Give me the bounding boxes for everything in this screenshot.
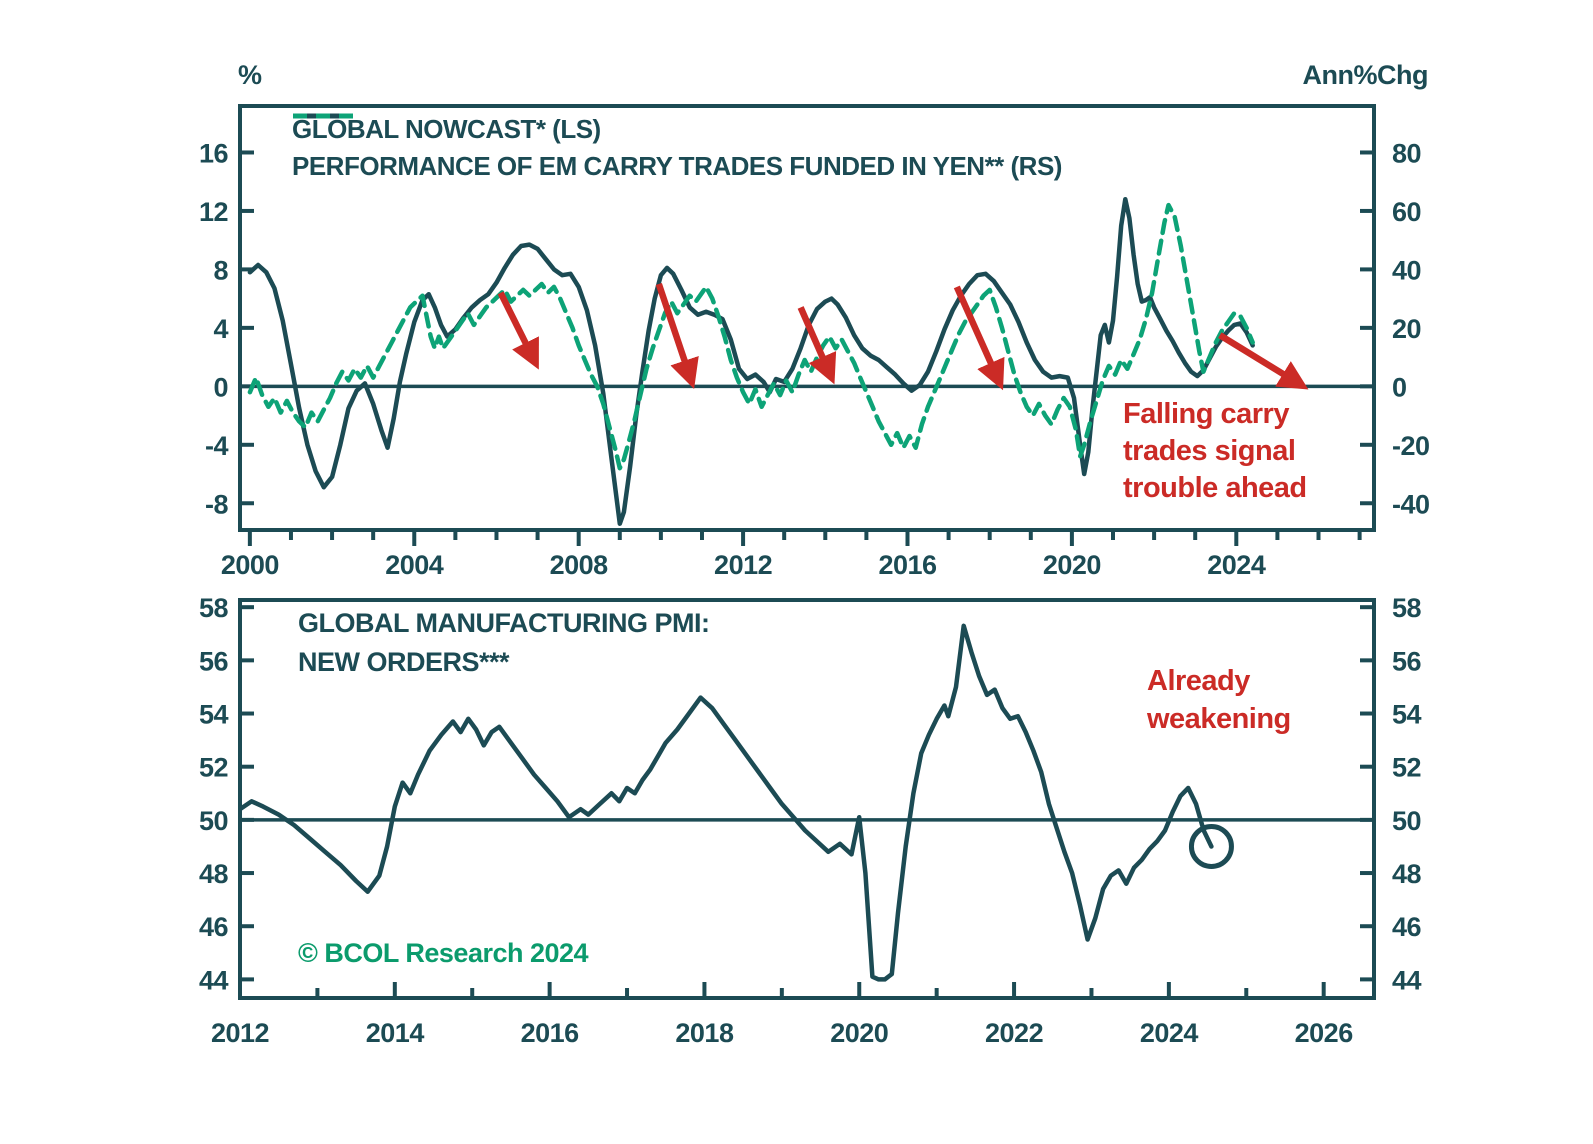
y-axis-tick-label-right: 80 — [1392, 138, 1421, 168]
bottom-chart-title-line: GLOBAL MANUFACTURING PMI: — [298, 608, 710, 638]
y-axis-tick-label-left: 54 — [199, 700, 229, 730]
down-arrow — [953, 285, 1005, 391]
y-axis-tick-label-left: 16 — [199, 138, 229, 168]
y-axis-tick-label-left: 12 — [199, 197, 228, 227]
y-axis-tick-label-right: 44 — [1392, 965, 1422, 995]
x-axis-tick-label: 2018 — [675, 1018, 734, 1048]
y-axis-tick-label-left: 44 — [199, 965, 229, 995]
y-axis-tick-label-left: 58 — [199, 593, 229, 623]
top-left-axis-unit: % — [238, 60, 262, 90]
y-axis-tick-label-left: 0 — [213, 372, 228, 402]
y-axis-tick-label-left: 46 — [199, 912, 229, 942]
x-axis-tick-label: 2020 — [830, 1018, 888, 1048]
x-axis-tick-label: 2012 — [714, 550, 772, 580]
y-axis-tick-label-right: 54 — [1392, 700, 1422, 730]
annotation-line: weakening — [1147, 703, 1291, 735]
down-arrow — [1218, 332, 1309, 390]
y-axis-tick-label-right: 50 — [1392, 806, 1421, 836]
copyright-watermark: © BCOL Research 2024 — [298, 938, 589, 968]
annotation-line: trades signal — [1123, 435, 1296, 467]
y-axis-tick-label-left: -8 — [205, 489, 228, 519]
endpoint-circle-annotation — [1188, 823, 1234, 869]
y-axis-tick-label-left: 4 — [213, 314, 228, 344]
x-axis-tick-label: 2012 — [211, 1018, 269, 1048]
global-nowcast-line — [247, 196, 1255, 526]
down-arrow — [655, 282, 699, 390]
y-axis-tick-label-right: 46 — [1392, 912, 1422, 942]
x-axis-tick-label: 2020 — [1043, 550, 1101, 580]
annotation-line: trouble ahead — [1123, 472, 1307, 504]
y-axis-tick-label-left: 8 — [213, 255, 228, 285]
x-axis-tick-label: 2024 — [1140, 1018, 1199, 1048]
x-axis-tick-label: 2024 — [1207, 550, 1266, 580]
top-chart-legend: GLOBAL NOWCAST* (LS) PERFORMANCE OF EM C… — [292, 111, 1062, 185]
y-axis-tick-label-right: 52 — [1392, 753, 1421, 783]
x-axis-tick-label: 2000 — [221, 550, 279, 580]
pmi-new-orders-line — [240, 623, 1214, 982]
y-axis-tick-label-right: 48 — [1392, 859, 1422, 889]
legend-row-nowcast: GLOBAL NOWCAST* (LS) — [292, 111, 1062, 148]
plot-border — [238, 598, 1376, 1000]
x-axis-tick-label: 2004 — [385, 550, 444, 580]
bottom-chart-title-line: NEW ORDERS*** — [298, 647, 510, 677]
x-axis-tick-label: 2014 — [366, 1018, 425, 1048]
y-axis-tick-label-left: 52 — [199, 753, 228, 783]
y-axis-tick-label-right: 20 — [1392, 314, 1421, 344]
x-axis-tick-label: 2022 — [985, 1018, 1043, 1048]
legend-label-carry-trades: PERFORMANCE OF EM CARRY TRADES FUNDED IN… — [292, 151, 1062, 181]
top-chart-annotation: Falling carry trades signal trouble ahea… — [1123, 396, 1307, 507]
top-right-axis-unit: Ann%Chg — [1302, 60, 1429, 90]
plot-border — [238, 104, 1376, 532]
annotation-line: Already — [1147, 665, 1250, 697]
x-axis-tick-label: 2008 — [550, 550, 609, 580]
legend-label-nowcast: GLOBAL NOWCAST* (LS) — [292, 114, 601, 144]
down-arrow — [497, 291, 539, 370]
y-axis-tick-label-right: -40 — [1392, 489, 1430, 519]
y-axis-tick-label-left: 56 — [199, 646, 229, 676]
y-axis-tick-label-right: 60 — [1392, 197, 1421, 227]
y-axis-tick-label-left: 48 — [199, 859, 229, 889]
y-axis-tick-label-right: 40 — [1392, 255, 1421, 285]
bottom-chart-title: GLOBAL MANUFACTURING PMI: NEW ORDERS*** — [298, 604, 710, 682]
dashed-line-swatch-icon — [293, 113, 353, 119]
annotation-line: Falling carry — [1123, 398, 1289, 430]
y-axis-tick-label-right: 58 — [1392, 593, 1422, 623]
y-axis-tick-label-left: -4 — [205, 431, 228, 461]
x-axis-tick-label: 2016 — [521, 1018, 580, 1048]
legend-row-carry-trades: PERFORMANCE OF EM CARRY TRADES FUNDED IN… — [292, 113, 1062, 185]
x-axis-tick-label: 2026 — [1295, 1018, 1354, 1048]
y-axis-tick-label-right: -20 — [1392, 431, 1430, 461]
y-axis-tick-label-right: 56 — [1392, 646, 1422, 676]
y-axis-tick-label-right: 0 — [1392, 372, 1407, 402]
x-axis-tick-label: 2016 — [878, 550, 937, 580]
bottom-chart-annotation: Already weakening — [1147, 662, 1291, 738]
down-arrow — [797, 306, 837, 385]
em-carry-trades-line — [247, 202, 1255, 471]
y-axis-tick-label-left: 50 — [199, 806, 228, 836]
